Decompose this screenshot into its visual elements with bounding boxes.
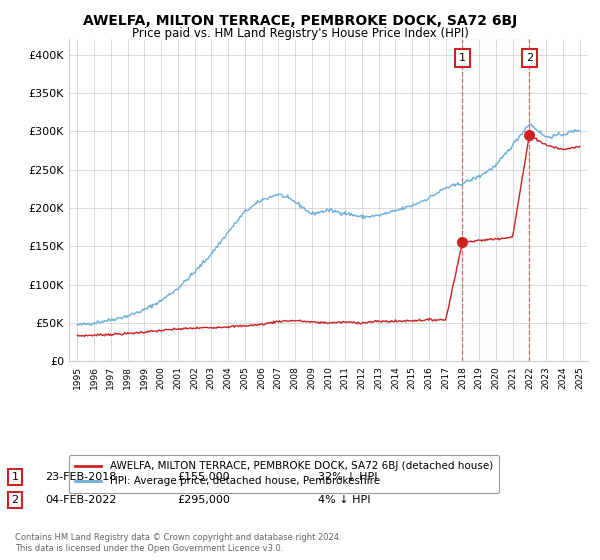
Text: 04-FEB-2022: 04-FEB-2022 [45,495,116,505]
Text: 4% ↓ HPI: 4% ↓ HPI [318,495,371,505]
Text: 2: 2 [526,53,533,63]
Text: £155,000: £155,000 [177,472,230,482]
Text: Contains HM Land Registry data © Crown copyright and database right 2024.
This d: Contains HM Land Registry data © Crown c… [15,533,341,553]
Legend: AWELFA, MILTON TERRACE, PEMBROKE DOCK, SA72 6BJ (detached house), HPI: Average p: AWELFA, MILTON TERRACE, PEMBROKE DOCK, S… [69,455,499,493]
Text: Price paid vs. HM Land Registry's House Price Index (HPI): Price paid vs. HM Land Registry's House … [131,27,469,40]
Text: 1: 1 [459,53,466,63]
Text: 2: 2 [11,495,19,505]
Text: £295,000: £295,000 [177,495,230,505]
Text: 32% ↓ HPI: 32% ↓ HPI [318,472,377,482]
Bar [463,39,529,361]
Text: 1: 1 [11,472,19,482]
Text: 23-FEB-2018: 23-FEB-2018 [45,472,116,482]
Text: AWELFA, MILTON TERRACE, PEMBROKE DOCK, SA72 6BJ: AWELFA, MILTON TERRACE, PEMBROKE DOCK, S… [83,14,517,28]
